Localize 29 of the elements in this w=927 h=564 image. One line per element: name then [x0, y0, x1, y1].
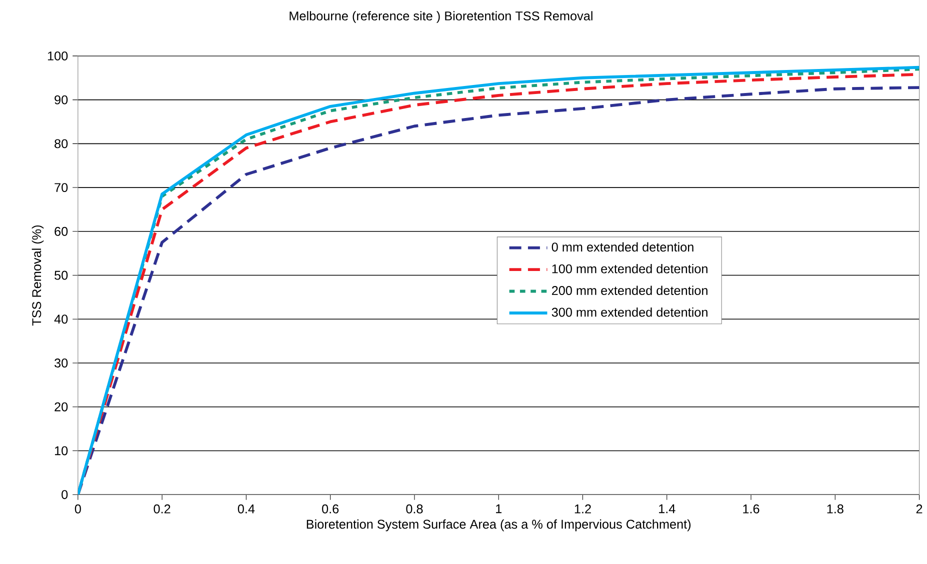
- y-tick-label: 80: [54, 139, 68, 148]
- y-tick-label: 20: [54, 402, 68, 412]
- y-tick-label: 50: [54, 271, 68, 280]
- x-tick-label: 2: [916, 504, 922, 514]
- y-tick-label: 70: [54, 183, 68, 192]
- x-tick-label: 1: [496, 504, 502, 514]
- y-tick-label: 100: [48, 52, 68, 61]
- x-tick-label: 1.8: [827, 504, 844, 514]
- legend-label: 100 mm extended detention: [552, 264, 708, 274]
- x-tick-label: 1.4: [659, 504, 676, 514]
- x-tick-label: 0.4: [238, 504, 255, 514]
- y-tick-label: 40: [54, 314, 68, 324]
- x-axis-title: Bioretention System Surface Area (as a % of Impervious Catchment): [306, 520, 691, 532]
- x-tick-label: 0.8: [406, 504, 423, 514]
- y-tick-label: 90: [54, 96, 68, 105]
- x-tick-label: 1.2: [574, 504, 591, 514]
- y-tick-label: 0: [62, 490, 68, 500]
- chart-title: Melbourne (reference site ) Bioretention TSS Removal: [290, 11, 592, 24]
- y-tick-label: 10: [55, 446, 68, 456]
- y-tick-label: 60: [54, 227, 68, 236]
- y-axis-title: TSS Removal (%): [32, 226, 44, 326]
- legend-label: 300 mm extended detention: [552, 308, 708, 317]
- x-tick-label: 0: [74, 504, 81, 514]
- legend-label: 200 mm extended detention: [552, 286, 708, 296]
- x-tick-label: 0.6: [322, 504, 339, 514]
- y-tick-label: 30: [54, 358, 68, 368]
- legend-label: 0 mm extended detention: [552, 242, 694, 252]
- x-tick-label: 0.2: [154, 504, 170, 514]
- x-tick-label: 1.6: [743, 504, 760, 514]
